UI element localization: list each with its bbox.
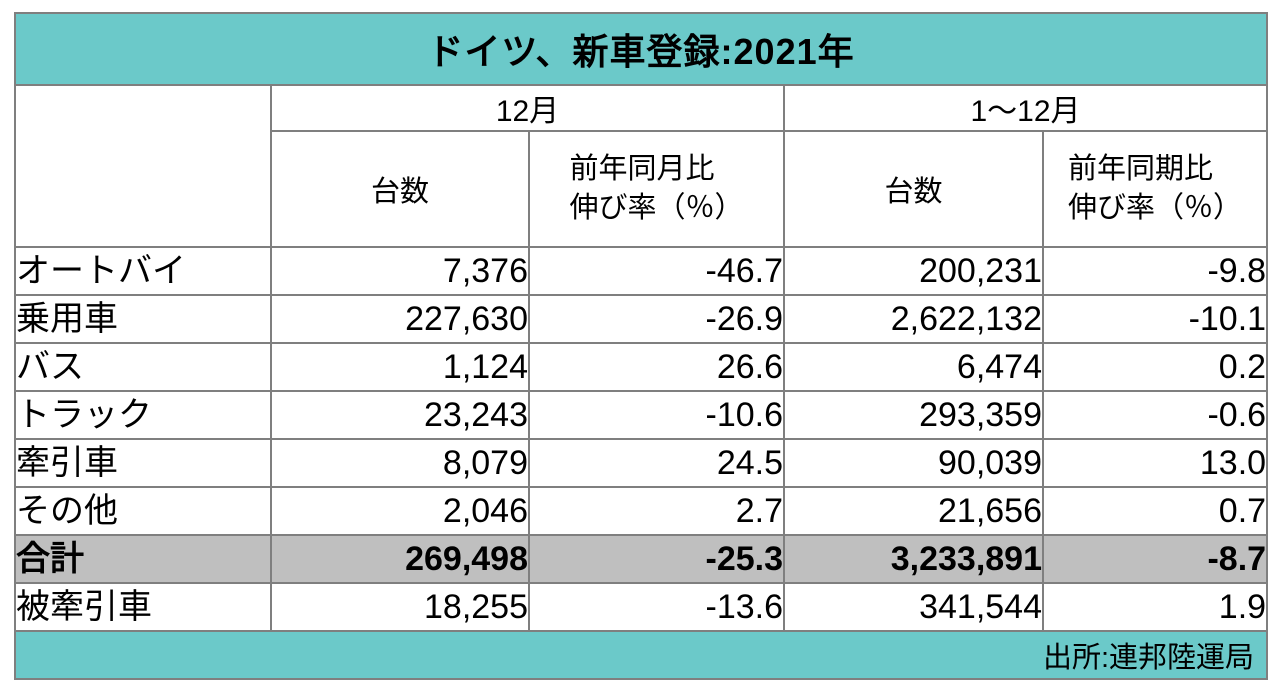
ytd-units-cell-total: 3,233,891	[783, 534, 1044, 584]
column-group-header-row: 12月 1～12月	[14, 84, 1269, 248]
dec-yoy-cell: -13.6	[528, 582, 785, 632]
column-subheader-row: 台数 前年同月比 伸び率（％） 台数 前年同期比 伸び率（％）	[15, 130, 1269, 248]
ytd-yoy-cell: -0.6	[1041, 390, 1269, 440]
category-cell: 牽引車	[14, 438, 272, 488]
category-cell: バス	[14, 342, 272, 392]
header-yoy-jan-dec-line1: 前年同期比	[1068, 152, 1214, 185]
table-row-truck: トラック 23,243 -10.6 293,359 -0.6	[14, 390, 1269, 440]
header-yoy-december-line1: 前年同月比	[569, 152, 715, 185]
header-yoy-jan-dec-line2: 伸び率（％）	[1068, 192, 1243, 224]
ytd-yoy-cell: -9.8	[1041, 246, 1269, 296]
ytd-yoy-cell: 0.2	[1041, 342, 1269, 392]
header-group-december: 12月	[270, 84, 785, 132]
header-yoy-december: 前年同月比 伸び率（％）	[528, 130, 785, 248]
category-cell: その他	[14, 486, 272, 536]
ytd-units-cell: 6,474	[783, 342, 1044, 392]
dec-units-cell: 18,255	[270, 582, 530, 632]
ytd-yoy-cell: 13.0	[1041, 438, 1269, 488]
dec-units-cell: 7,376	[270, 246, 530, 296]
dec-yoy-cell: 2.7	[528, 486, 785, 536]
ytd-yoy-cell: 1.9	[1041, 582, 1269, 632]
dec-yoy-cell: -26.9	[528, 294, 785, 344]
category-cell: トラック	[14, 390, 272, 440]
table-row-other: その他 2,046 2.7 21,656 0.7	[14, 486, 1269, 536]
source-label: 出所:連邦陸運局	[13, 630, 1269, 680]
header-group-jan-dec: 1～12月	[782, 84, 1269, 132]
dec-units-cell: 227,630	[270, 294, 530, 344]
dec-units-cell: 2,046	[270, 486, 530, 536]
table-row-trailer: 被牽引車 18,255 -13.6 341,544 1.9	[14, 582, 1269, 632]
table-row-tractor: 牽引車 8,079 24.5 90,039 13.0	[14, 438, 1269, 488]
ytd-yoy-cell: 0.7	[1041, 486, 1269, 536]
ytd-yoy-cell: -10.1	[1041, 294, 1269, 344]
table-row-motorcycle: オートバイ 7,376 -46.7 200,231 -9.8	[14, 246, 1269, 296]
table-row-passenger-car: 乗用車 227,630 -26.9 2,622,132 -10.1	[14, 294, 1269, 344]
category-cell-total: 合計	[14, 534, 272, 584]
header-yoy-december-text: 前年同月比 伸び率（％）	[569, 150, 743, 228]
dec-yoy-cell: 26.6	[528, 342, 785, 392]
header-units-december: 台数	[270, 130, 530, 248]
dec-yoy-cell: -10.6	[528, 390, 785, 440]
header-yoy-jan-dec-text: 前年同期比 伸び率（％）	[1068, 150, 1242, 228]
dec-yoy-cell-total: -25.3	[528, 534, 785, 584]
ytd-units-cell: 341,544	[783, 582, 1044, 632]
ytd-units-cell: 21,656	[783, 486, 1044, 536]
ytd-units-cell: 293,359	[783, 390, 1044, 440]
header-yoy-december-line2: 伸び率（％）	[569, 192, 744, 224]
new-registrations-table: ドイツ、新車登録:2021年 12月 1～12月 台数 前年同月比 伸び率（％）…	[13, 12, 1269, 680]
ytd-units-cell: 90,039	[783, 438, 1044, 488]
category-cell: オートバイ	[14, 246, 272, 296]
header-units-jan-dec: 台数	[783, 130, 1044, 248]
table-row-total: 合計 269,498 -25.3 3,233,891 -8.7	[14, 534, 1269, 584]
table-title: ドイツ、新車登録:2021年	[13, 12, 1269, 86]
category-cell: 被牽引車	[14, 582, 272, 632]
title-row: ドイツ、新車登録:2021年	[13, 12, 1269, 86]
ytd-units-cell: 2,622,132	[783, 294, 1044, 344]
corner-cell	[14, 84, 272, 248]
dec-units-cell: 1,124	[270, 342, 530, 392]
dec-yoy-cell: 24.5	[528, 438, 785, 488]
dec-units-cell: 23,243	[270, 390, 530, 440]
table-row-bus: バス 1,124 26.6 6,474 0.2	[14, 342, 1269, 392]
footer-row: 出所:連邦陸運局	[13, 630, 1269, 680]
dec-units-cell-total: 269,498	[270, 534, 530, 584]
ytd-yoy-cell-total: -8.7	[1041, 534, 1269, 584]
dec-yoy-cell: -46.7	[528, 246, 785, 296]
header-yoy-jan-dec: 前年同期比 伸び率（％）	[1041, 130, 1269, 248]
dec-units-cell: 8,079	[270, 438, 530, 488]
category-cell: 乗用車	[14, 294, 272, 344]
ytd-units-cell: 200,231	[783, 246, 1044, 296]
